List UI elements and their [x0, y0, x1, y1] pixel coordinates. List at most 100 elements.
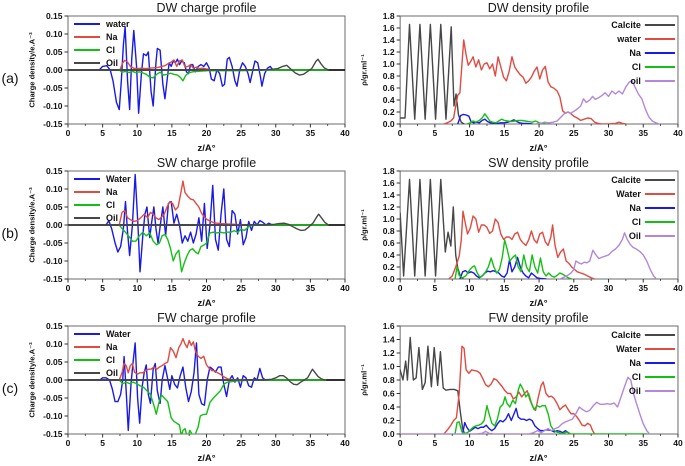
svg-text:0.2: 0.2 [383, 416, 395, 426]
svg-text:0.0: 0.0 [383, 429, 395, 439]
legend: Calcite water Na Cl oil [611, 20, 675, 86]
figure-row-b: (b) SW charge profile Charge density/e.A… [0, 155, 685, 310]
legend-item-water: water [616, 34, 675, 44]
plot-area: 0 5 10 15 20 25 30 35 40 -0.15 -0.10 -0.05 0.00 0.05 0… [43, 11, 350, 138]
svg-text:-0.10: -0.10 [43, 256, 63, 266]
svg-text:Oil: Oil [629, 386, 641, 396]
legend-item-water: Water [74, 174, 131, 184]
svg-text:0.10: 0.10 [46, 184, 63, 194]
x-axis-label: z/A° [529, 143, 548, 154]
legend-item-calcite: Calcite [611, 175, 675, 185]
svg-text:35: 35 [639, 438, 649, 448]
svg-text:25: 25 [569, 438, 579, 448]
svg-text:20: 20 [534, 128, 544, 138]
svg-text:Oil: Oil [106, 58, 118, 68]
svg-text:Water: Water [616, 189, 641, 199]
svg-text:35: 35 [306, 438, 316, 448]
legend: water Na Cl Oil [74, 19, 130, 68]
svg-text:35: 35 [306, 283, 316, 293]
svg-text:10: 10 [133, 283, 143, 293]
svg-text:0.6: 0.6 [383, 389, 395, 399]
svg-text:25: 25 [569, 283, 579, 293]
svg-text:5: 5 [100, 283, 105, 293]
svg-text:20: 20 [534, 438, 544, 448]
legend-item-na: Na [629, 358, 675, 368]
svg-text:1.0: 1.0 [383, 214, 395, 224]
svg-text:0.0: 0.0 [383, 274, 395, 284]
series-calcite [400, 178, 465, 279]
svg-text:1.4: 1.4 [383, 190, 395, 200]
svg-text:1.2: 1.2 [383, 202, 395, 212]
svg-text:-0.15: -0.15 [43, 119, 63, 129]
svg-text:0.6: 0.6 [383, 238, 395, 248]
figure-row-c: (c) FW charge profile Charge density/e.A… [0, 310, 685, 465]
svg-text:40: 40 [340, 438, 350, 448]
legend-item-cl: Cl [632, 372, 675, 382]
legend-item-na: Na [629, 48, 675, 58]
svg-text:5: 5 [100, 438, 105, 448]
svg-text:15: 15 [167, 283, 177, 293]
svg-text:1.6: 1.6 [383, 23, 395, 33]
y-axis: -0.15 -0.10 -0.05 0.00 0.05 0.10 0.15 [43, 321, 68, 439]
svg-text:water: water [105, 19, 130, 29]
series-oil [534, 80, 660, 124]
series-group [400, 178, 658, 279]
series-water [443, 39, 627, 124]
y-axis: -0.15 -0.10 -0.05 0.00 0.05 0.10 0.15 [43, 166, 68, 284]
legend-item-water: Water [74, 329, 131, 339]
svg-text:Na: Na [629, 358, 642, 368]
figure-row-a: (a) DW charge profile Charge density/e.A… [0, 0, 685, 155]
legend-item-calcite: Calcite [611, 20, 675, 30]
svg-text:Na: Na [106, 32, 118, 42]
svg-text:1.8: 1.8 [383, 166, 395, 176]
svg-text:25: 25 [569, 128, 579, 138]
series-water [443, 345, 596, 434]
svg-text:0.4: 0.4 [383, 402, 395, 412]
legend-item-cl: Cl [74, 200, 115, 210]
svg-text:0: 0 [66, 438, 71, 448]
svg-text:Water: Water [106, 329, 131, 339]
svg-text:0.2: 0.2 [383, 262, 395, 272]
svg-text:water: water [616, 34, 641, 44]
svg-text:5: 5 [100, 128, 105, 138]
svg-text:Water: Water [616, 344, 641, 354]
svg-text:0.00: 0.00 [46, 375, 63, 385]
legend-item-cl: Cl [632, 217, 675, 227]
svg-text:-0.15: -0.15 [43, 274, 63, 284]
svg-text:Cl: Cl [632, 217, 641, 227]
series-cl [118, 379, 327, 434]
svg-text:Na: Na [629, 48, 642, 58]
legend-item-oil: Oil [629, 386, 675, 396]
svg-text:5: 5 [433, 128, 438, 138]
svg-text:0.6: 0.6 [383, 83, 395, 93]
x-axis-label: z/A° [529, 453, 548, 464]
svg-text:-0.15: -0.15 [43, 429, 63, 439]
series-oil [68, 213, 330, 232]
legend-item-na: Na [74, 187, 118, 197]
series-oil [559, 232, 658, 279]
legend-item-na: Na [74, 32, 118, 42]
x-axis: 0 5 10 15 20 25 30 35 40 [398, 279, 683, 293]
legend-item-oil: Oil [629, 231, 675, 241]
series-group [68, 26, 330, 114]
svg-text:35: 35 [639, 128, 649, 138]
svg-text:10: 10 [133, 438, 143, 448]
series-na [119, 59, 210, 71]
chart-title: FW density profile [488, 311, 589, 325]
svg-text:20: 20 [202, 438, 212, 448]
legend: Calcite Water Na Cl Oil [611, 175, 675, 241]
y-axis: 0.0 0.2 0.4 0.6 0.8 1.0 1.2 1.4 1.6 [383, 321, 401, 439]
svg-text:10: 10 [465, 283, 475, 293]
svg-text:30: 30 [604, 128, 614, 138]
svg-text:Water: Water [106, 174, 131, 184]
svg-text:0.8: 0.8 [383, 71, 395, 81]
x-axis: 0 5 10 15 20 25 30 35 40 [398, 434, 683, 448]
legend: Water Na Cl Oil [74, 174, 131, 223]
series-na [457, 113, 533, 124]
svg-text:25: 25 [236, 283, 246, 293]
svg-text:40: 40 [340, 128, 350, 138]
series-oil [400, 376, 651, 434]
series-oil [68, 58, 330, 76]
legend: Water Na Cl Oil [74, 329, 131, 378]
legend-item-calcite: Calcite [611, 330, 675, 340]
